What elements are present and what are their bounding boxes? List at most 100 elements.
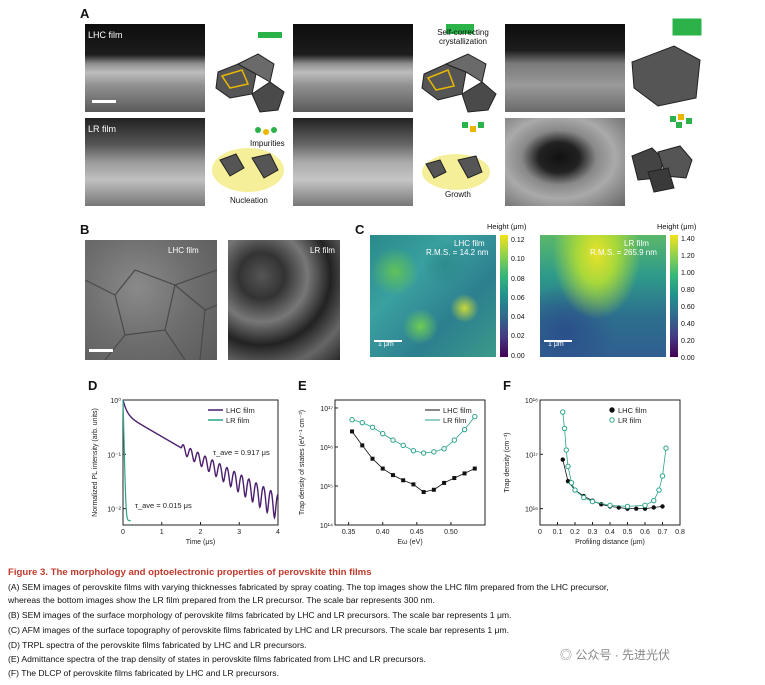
caption-line: (A) SEM images of perovskite films with … [8,582,609,592]
legend-label: LHC film [618,406,647,415]
data-point [589,498,596,505]
data-point [607,502,613,509]
sem-lr-thin [85,118,205,206]
y-tick-label: 10⁰ [110,397,121,405]
data-point [451,437,458,443]
lr-film-label: LR film [88,124,117,134]
data-point [441,446,447,452]
afm-lr-label: LR film [624,239,649,248]
data-point [442,480,447,485]
lhc-film-label: LHC film [88,30,123,40]
data-point [560,409,566,415]
legend-label: LHC film [443,406,472,415]
annotation-lr-tau: τ_ave = 0.015 μs [135,501,192,510]
data-point [634,506,639,511]
data-point [370,456,375,461]
data-point [349,417,355,423]
afm-lhc [370,235,496,357]
caption-line: (D) TRPL spectra of the perovskite films… [8,640,307,650]
data-point [565,463,571,470]
sem-lhc-mid [293,24,413,112]
y-tick-label: 10⁻² [107,507,121,514]
y-tick-label: 10¹⁶ [525,507,538,514]
annotation-lhc-tau: τ_ave = 0.917 μs [213,448,270,457]
y-axis-label: Trap density (cm⁻³) [504,432,511,492]
data-point [359,419,365,426]
caption-line: (B) SEM images of the surface morphology… [8,610,512,620]
sem-surface-lhc [85,240,217,360]
data-point [421,490,426,495]
caption-line: (F) The DLCP of perovskite films fabrica… [8,668,279,678]
afm-lr-scale: 1 μm [548,341,564,348]
data-point [390,473,395,478]
growth-label: Growth [445,190,471,199]
panel-c-label: C [355,222,365,237]
afm-lr [540,235,666,357]
self-correcting-label: Self-correcting crystallization [437,28,489,46]
data-point [472,466,477,471]
data-point [411,482,416,487]
watermark: ◎ 公众号 · 先进光伏 [560,646,670,663]
figure-caption-title: Figure 3. The morphology and optoelectro… [8,567,372,578]
data-point [651,498,657,504]
chart-e-tdos: 0.35 0.40 0.45 0.50 10¹⁷ 10¹⁶ 10¹⁵ 10¹⁴ Eω (eV) T… [299,399,486,546]
x-tick-label: 0.8 [675,529,685,536]
chart-f-dlcp: 0 0.1 0.2 0.3 0.4 0.5 0.6 0.7 0.8 10¹⁸ 10¹⁷ 10¹⁶ Pro… [504,398,685,546]
scale-bar [374,340,402,342]
data-point [350,429,355,434]
x-tick-label: 0.3 [588,529,598,536]
colorbar-lr [670,235,678,357]
colorbar-lhc-ticks: 0.12 0.10 0.08 0.06 0.04 0.02 0.00 [511,237,525,360]
sem-lhc-thin [85,24,205,112]
data-point [663,445,669,451]
data-point [462,471,467,476]
data-point [472,413,478,420]
legend-label: LR film [443,416,466,425]
sem-lr-thick [505,118,625,206]
x-tick-label: 0.2 [570,529,580,536]
wechat-icon: ◎ [560,648,573,662]
data-point [616,505,621,510]
y-tick-label: 10¹⁴ [320,523,333,530]
plot-frame [334,399,486,526]
data-point [656,487,662,493]
data-point [560,457,565,462]
data-point [431,449,437,455]
data-point [369,424,376,430]
scale-bar [92,100,116,103]
colorbar-lr-ticks: 1.40 1.20 1.00 0.80 0.60 0.40 0.20 0.00 [681,236,695,362]
scale-bar [544,340,572,342]
data-point [431,487,436,492]
chart-d-trpl: 0 1 2 3 4 10⁰ 10⁻¹ 10⁻² Time (μs) Normalized PL i… [92,397,280,546]
x-axis-label: Profiling distance (μm) [575,539,645,546]
x-tick-label: 3 [237,529,241,536]
legend-swatch [609,407,615,413]
x-tick-label: 4 [276,529,280,536]
impurities-label: Impurities [250,139,285,148]
x-tick-label: 0.6 [640,529,650,536]
series-line-lhc [562,459,663,510]
scale-bar [89,349,113,352]
panel-b-label: B [80,222,90,237]
y-tick-label: 10¹⁶ [320,445,333,452]
caption-line: (E) Admittance spectra of the trap densi… [8,654,426,664]
x-tick-label: 2 [199,529,203,536]
panel-d-label: D [88,378,98,393]
data-point [568,480,575,486]
watermark-text: 公众号 · 先进光伏 [575,648,671,662]
schematic-col2 [421,24,497,190]
data-point [660,504,665,509]
lhc-surface-label: LHC film [168,246,199,255]
y-tick-label: 10¹⁷ [320,406,333,413]
series-line-lr [122,399,131,522]
data-point [651,505,656,510]
x-tick-label: 0.35 [342,529,356,536]
colorbar-lhc-title: Height (μm) [487,222,527,231]
x-tick-label: 0.7 [658,529,668,536]
y-axis-label: Trap density of states (eV⁻¹ cm⁻³) [299,410,306,515]
legend-label: LHC film [226,406,255,415]
afm-lr-rms: R.M.S. = 265.9 nm [590,248,657,257]
lr-surface-label: LR film [310,246,335,255]
y-tick-label: 10¹⁷ [525,452,538,459]
x-tick-label: 0.1 [553,529,563,536]
